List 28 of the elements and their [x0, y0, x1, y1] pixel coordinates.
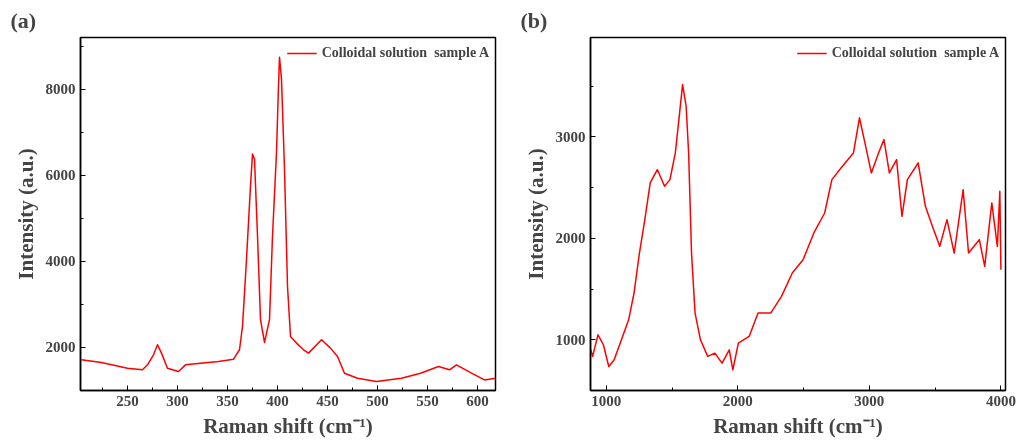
line-series	[590, 83, 1002, 371]
x-tick-label: 400	[266, 392, 289, 409]
x-tick-label: 1000	[591, 392, 622, 409]
x-tick-label: 3000	[854, 392, 885, 409]
x-axis-title: Raman shift (cm⁻¹)	[203, 413, 373, 438]
chart-title: (a)	[10, 7, 37, 33]
x-tick-label: 600	[466, 392, 489, 409]
y-axis-title: Intensity (a.u.)	[13, 148, 38, 280]
legend-label: Colloidal solution sample A	[321, 45, 489, 61]
x-tick-label: 550	[416, 392, 439, 409]
x-tick-label: 300	[166, 392, 189, 409]
y-axis-title: Intensity (a.u.)	[523, 148, 548, 280]
y-tick-label: 8000	[45, 81, 76, 98]
y-tick-label: 4000	[45, 253, 76, 270]
legend-label: Colloidal solution sample A	[831, 45, 999, 61]
x-tick-label: 500	[366, 392, 389, 409]
x-axis-title: Raman shift (cm⁻¹)	[713, 413, 883, 438]
y-tick-label: 2000	[555, 230, 586, 247]
y-tick-label: 6000	[45, 167, 76, 184]
x-tick-label: 4000	[985, 392, 1016, 409]
x-tick-label: 2000	[722, 392, 753, 409]
x-tick-label: 450	[316, 392, 339, 409]
chart-title: (b)	[520, 7, 548, 33]
x-tick-label: 350	[216, 392, 239, 409]
y-tick-label: 2000	[45, 339, 76, 356]
x-tick-label: 250	[116, 392, 139, 409]
y-tick-label: 3000	[555, 128, 586, 145]
y-tick-label: 1000	[555, 331, 586, 348]
